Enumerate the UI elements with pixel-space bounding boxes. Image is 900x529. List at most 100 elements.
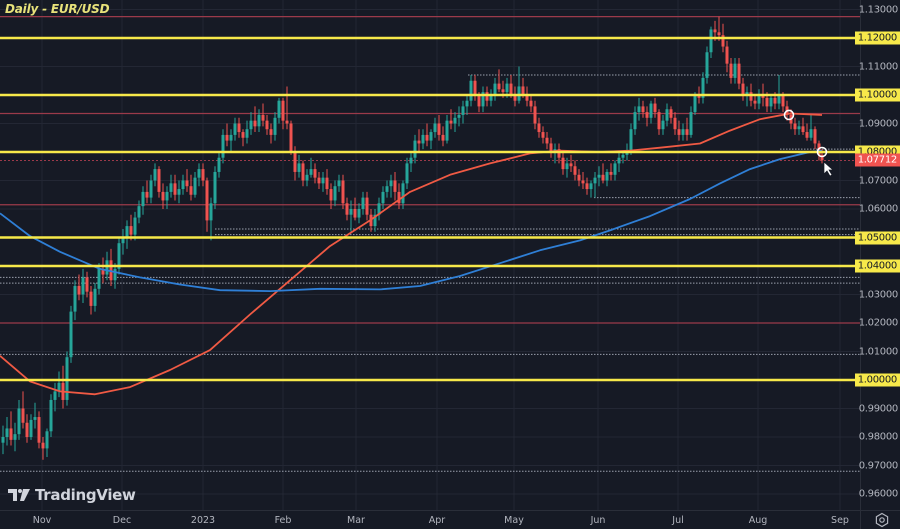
candle-down (353, 209, 357, 218)
time-label: Jul (672, 515, 684, 526)
price-label: 1.12000 (854, 31, 900, 45)
time-label: 2023 (190, 515, 216, 526)
candle-down (601, 174, 605, 181)
candle-down (685, 129, 689, 135)
candle-up (701, 77, 705, 98)
time-label: May (504, 515, 524, 526)
candle-down (41, 442, 45, 449)
candle-up (321, 177, 325, 184)
candle-down (581, 180, 585, 184)
candle-up (357, 209, 361, 218)
candle-down (285, 120, 289, 124)
candle-down (781, 95, 785, 107)
candle-up (277, 100, 281, 118)
candle-up (665, 109, 669, 121)
candle-up (709, 29, 713, 53)
candle-up (49, 399, 53, 432)
candle-up (629, 129, 633, 152)
candle-down (820, 154, 824, 161)
time-axis[interactable]: Nov Dec 2023 Feb Mar Apr May Jun Jul Aug Sep (0, 510, 860, 529)
candle-down (725, 46, 729, 64)
candle-up (33, 417, 37, 420)
candle-up (305, 174, 309, 181)
candle-up (681, 129, 685, 135)
candle-up (361, 197, 365, 209)
candle-up (453, 117, 457, 124)
candle-down (669, 109, 673, 118)
price-axis[interactable]: 1.13000 1.12000 1.11000 1.10000 1.09000 1.080… (854, 0, 900, 510)
time-label: Jun (590, 515, 606, 526)
candle-up (433, 123, 437, 133)
price-label: 1.04000 (854, 259, 900, 273)
candle-down (697, 95, 701, 98)
candle-down (549, 143, 553, 152)
candle-up (45, 431, 49, 449)
candle-down (269, 129, 273, 135)
candle-up (649, 103, 653, 118)
candle-up (29, 419, 33, 437)
candle-down (525, 95, 529, 101)
candle-down (585, 183, 589, 190)
candle-up (177, 189, 181, 195)
candle-up (197, 169, 201, 178)
candle-up (457, 114, 461, 118)
candle-down (673, 117, 677, 130)
candle-down (189, 186, 193, 195)
candle-up (593, 177, 597, 184)
candle-down (253, 120, 257, 127)
price-label: 0.97000 (858, 460, 899, 471)
candle-up (249, 120, 253, 130)
candle-down (325, 177, 329, 190)
candle-up (733, 63, 737, 78)
candle-down (157, 169, 161, 192)
candle-up (309, 169, 313, 175)
candle-down (765, 97, 769, 107)
chart-title: Daily - EUR/USD (5, 2, 110, 16)
marker-circle (783, 109, 795, 121)
time-label: Dec (112, 515, 132, 526)
candle-down (25, 422, 29, 437)
price-label: 1.01000 (858, 346, 899, 357)
candle-down (317, 177, 321, 184)
candle-down (569, 163, 573, 167)
candle-down (805, 132, 809, 138)
candle-up (517, 86, 521, 101)
candle-up (229, 134, 233, 141)
candle-up (297, 163, 301, 172)
candle-down (753, 100, 757, 104)
candle-up (141, 191, 145, 207)
candle-down (801, 126, 805, 133)
candle-up (401, 183, 405, 204)
candle-down (77, 285, 81, 295)
candle-up (217, 157, 221, 172)
time-label: Apr (428, 515, 446, 526)
time-label: Aug (748, 515, 768, 526)
candle-down (101, 268, 105, 275)
candle-up (621, 154, 625, 158)
candle-down (225, 134, 229, 141)
price-label: 1.13000 (858, 4, 899, 15)
price-label: 1.05000 (854, 231, 900, 244)
candle-down (485, 92, 489, 101)
price-label: 0.98000 (858, 431, 899, 443)
candle-up (333, 186, 337, 201)
candle-down (237, 123, 241, 133)
gear-icon[interactable] (874, 512, 890, 528)
moving-average-blue-line (0, 149, 823, 292)
candle-down (521, 86, 525, 95)
candle-down (109, 260, 113, 281)
candle-up (65, 357, 69, 400)
time-label: Sep (831, 515, 849, 526)
candle-up (493, 83, 497, 95)
candle-down (37, 417, 41, 443)
candle-up (69, 311, 73, 358)
candle-up (413, 140, 417, 158)
candle-down (545, 137, 549, 144)
candle-up (757, 95, 761, 104)
candle-up (481, 92, 485, 107)
tradingview-logo[interactable]: TradingView (8, 486, 136, 504)
candle-down (529, 100, 533, 107)
